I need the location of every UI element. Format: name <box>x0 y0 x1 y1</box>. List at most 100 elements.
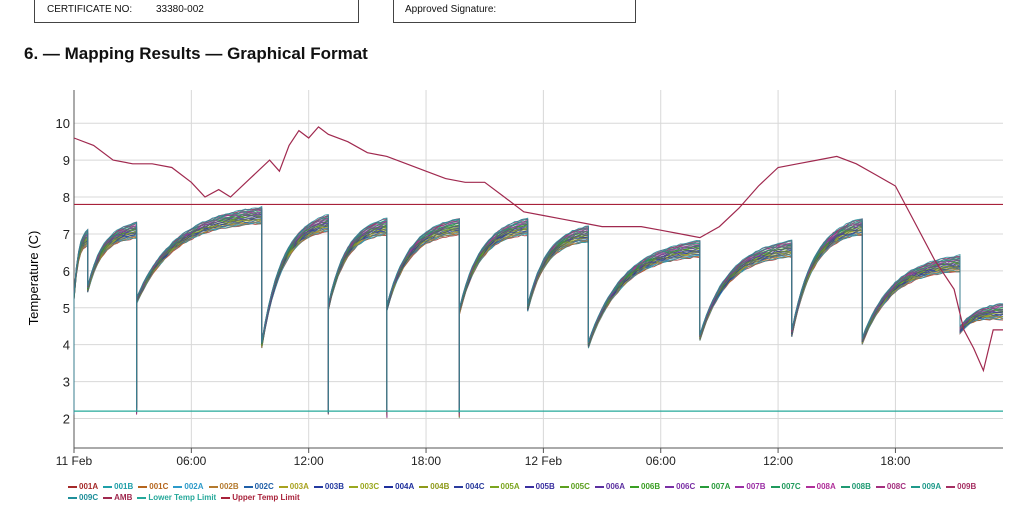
series-line-007a <box>73 211 1004 414</box>
legend-label: 009A <box>922 482 942 491</box>
certificate-number: 33380-002 <box>156 4 204 15</box>
legend-swatch <box>419 485 429 488</box>
series-line-009c <box>73 205 1004 415</box>
legend-label: Lower Temp Limit <box>148 493 217 502</box>
signature-label: Approved Signature: <box>405 4 497 15</box>
legend-item-006a: 006A <box>594 481 625 492</box>
y-tick-label: 10 <box>56 116 70 131</box>
y-tick-label: 5 <box>63 301 70 316</box>
legend-item-005b: 005B <box>524 481 555 492</box>
legend-swatch <box>594 485 604 488</box>
legend-item-005a: 005A <box>489 481 520 492</box>
y-tick-label: 7 <box>63 227 70 242</box>
legend-swatch <box>68 485 77 488</box>
legend-item-004c: 004C <box>454 481 485 492</box>
legend-item-004b: 004B <box>419 481 449 492</box>
legend-item-upper-temp-limit: Upper Temp Limit <box>221 492 300 503</box>
series-line-004b <box>73 216 1004 416</box>
legend-label: 007A <box>711 482 731 491</box>
series-line-002a <box>73 221 1004 419</box>
legend-swatch <box>208 485 218 488</box>
x-tick-label: 06:00 <box>176 454 206 468</box>
series-line-008b <box>73 209 1004 413</box>
legend-item-006c: 006C <box>665 481 695 492</box>
legend-label: Upper Temp Limit <box>232 493 300 502</box>
legend-item-002b: 002B <box>208 481 239 492</box>
legend-swatch <box>700 485 710 488</box>
legend-label: 002C <box>254 482 274 491</box>
legend-swatch <box>68 496 77 499</box>
legend-item-001b: 001B <box>103 481 133 492</box>
y-tick-label: 2 <box>63 411 70 426</box>
series-line-006b <box>73 212 1004 415</box>
legend-label: 003C <box>360 482 380 491</box>
legend-label: 008B <box>851 482 871 491</box>
legend-swatch <box>173 485 183 488</box>
legend-item-009b: 009B <box>946 481 976 492</box>
legend-swatch <box>278 485 288 488</box>
y-tick-label: 8 <box>63 190 70 205</box>
legend-label: 003B <box>324 482 344 491</box>
legend-label: 002B <box>219 482 239 491</box>
series-line-005b <box>73 215 1004 418</box>
legend-swatch <box>559 485 569 488</box>
series-line-007b <box>73 211 1004 418</box>
legend-label: 006A <box>605 482 625 491</box>
series-line-007c <box>73 210 1004 413</box>
legend-item-001c: 001C <box>138 481 168 492</box>
legend-label: 004B <box>430 482 450 491</box>
x-tick-label: 11 Feb <box>56 454 93 468</box>
legend-label: 008A <box>816 482 836 491</box>
legend-swatch <box>946 485 956 488</box>
series-line-009b <box>73 207 1004 416</box>
series-line-amb <box>73 126 1003 373</box>
legend-label: 005A <box>500 482 520 491</box>
legend-swatch <box>138 485 148 488</box>
series-line-002b <box>73 221 1004 418</box>
legend-label: 005C <box>570 482 590 491</box>
series-line-005c <box>73 213 1004 414</box>
series-line-001c <box>73 222 1004 419</box>
y-tick-label: 9 <box>63 153 70 168</box>
x-tick-label: 06:00 <box>646 454 676 468</box>
legend-item-008a: 008A <box>805 481 836 492</box>
temperature-chart: 2 3 4 5 6 7 8 9 10 11 Feb 06:00 12:00 18:00 12 Feb 06:… <box>26 90 1004 468</box>
x-tick-label: 12:00 <box>294 454 324 468</box>
y-tick-label: 6 <box>63 264 70 279</box>
legend-item-009a: 009A <box>911 481 941 492</box>
legend-item-003a: 003A <box>278 481 309 492</box>
legend-swatch <box>875 485 885 488</box>
legend-item-003b: 003B <box>313 481 344 492</box>
legend-label: 007B <box>746 482 766 491</box>
series-line-001b <box>73 222 1004 415</box>
legend-swatch <box>735 485 745 488</box>
legend-item-004a: 004A <box>384 481 414 492</box>
legend-label: AMB <box>114 493 133 502</box>
legend-label: 003A <box>289 482 309 491</box>
legend-label: 007C <box>781 482 801 491</box>
series-line-008c <box>73 208 1004 415</box>
legend-swatch <box>770 485 780 488</box>
series-line-008a <box>73 209 1003 417</box>
legend-item-003c: 003C <box>349 481 379 492</box>
chart-grid <box>73 90 1003 448</box>
legend-swatch <box>137 496 147 499</box>
y-tick-label: 3 <box>63 375 70 390</box>
legend-label: 006B <box>641 482 661 491</box>
legend-item-002a: 002A <box>173 481 204 492</box>
y-tick-label: 4 <box>63 338 70 353</box>
legend-item-001a: 001A <box>68 481 98 492</box>
legend-swatch <box>805 485 815 488</box>
series-line-004a <box>73 217 1004 413</box>
legend-swatch <box>103 496 113 499</box>
legend-swatch <box>454 485 464 488</box>
x-tick-label: 12:00 <box>763 454 793 468</box>
legend-swatch <box>384 485 394 488</box>
legend-item-009c: 009C <box>68 492 98 503</box>
legend-item-006b: 006B <box>630 481 660 492</box>
legend-item-005c: 005C <box>559 481 590 492</box>
series-line-009a <box>73 208 1004 416</box>
legend-label: 004C <box>465 482 485 491</box>
legend-label: 002A <box>184 482 204 491</box>
series-line-002c <box>73 219 1004 414</box>
